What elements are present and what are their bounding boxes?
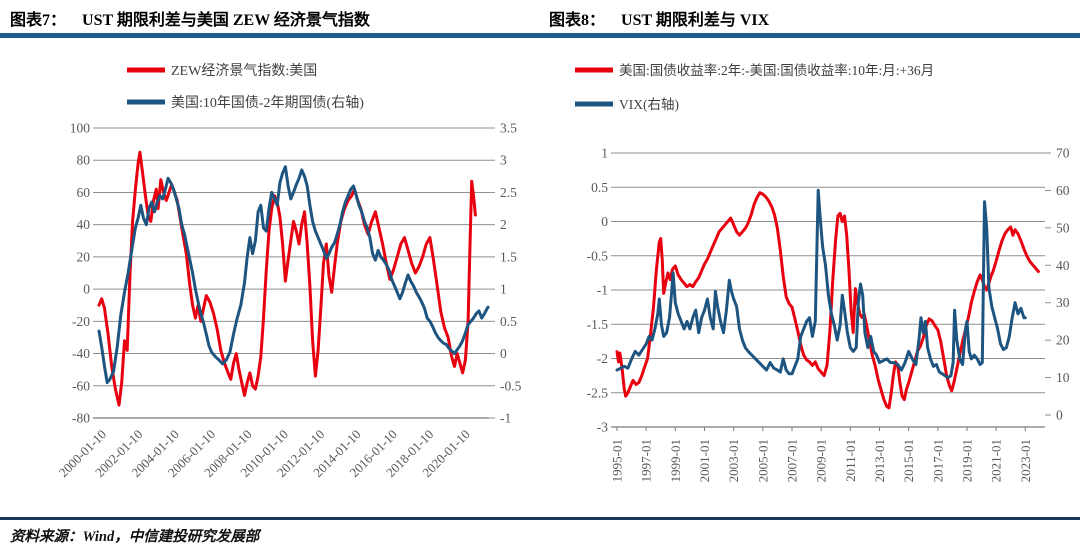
x-axis-tick-label: 2011-01 [843, 439, 858, 482]
right-axis-tick-label: 0.5 [500, 314, 517, 329]
x-axis-tick-label: 2017-01 [930, 439, 945, 482]
x-axis-tick-label: 2015-01 [901, 439, 916, 482]
left-axis-tick-label: 1 [601, 146, 608, 161]
right-axis-tick-label: 20 [1056, 333, 1070, 348]
left-axis-tick-label: 0 [83, 282, 90, 297]
zew-term-spread-chart: 100 80 60 40 20 0 -20 -40 -60 -80 3.5 3 2.5 2 1.5 1 0.5 0… [56, 63, 522, 480]
x-axis-tick-label: 1997-01 [639, 439, 654, 482]
legend-label: 美国:10年国债-2年期国债(右轴) [171, 95, 364, 111]
x-axis-tick-label: 2023-01 [1018, 439, 1033, 482]
right-axis-tick-label: 10 [1056, 370, 1070, 385]
left-axis-tick-label: -0.5 [587, 248, 609, 263]
left-axis-tick-label: 60 [77, 185, 91, 200]
right-axis-tick-label: 0 [500, 346, 507, 361]
left-axis-tick-label: 20 [77, 249, 91, 264]
left-axis-tick-label: -1.5 [587, 317, 609, 332]
right-axis-tick-label: -1 [500, 411, 511, 426]
right-axis-tick-label: 60 [1056, 183, 1070, 198]
left-axis-tick-label: -40 [72, 346, 90, 361]
header-rule [0, 33, 1080, 38]
left-axis-tick-label: 80 [77, 153, 91, 168]
left-axis-tick-label: 100 [70, 121, 91, 136]
x-axis-tick-label: 2019-01 [959, 439, 974, 482]
x-axis-tick-label: 2001-01 [697, 439, 712, 482]
right-axis-tick-label: -0.5 [500, 378, 522, 393]
left-axis-tick-label: 0.5 [591, 180, 608, 195]
footer-rule [0, 517, 1080, 520]
right-axis-tick-label: 1.5 [500, 249, 517, 264]
right-axis-tick-label: 2 [500, 217, 507, 232]
right-axis-tick-label: 70 [1056, 146, 1070, 161]
figure8-label: 图表8： [549, 12, 606, 29]
figure7-header: 图表7： UST 期限利差与美国 ZEW 经济景气指数 [10, 6, 370, 30]
source-note: 资料来源：Wind，中信建投研究发展部 [10, 529, 260, 545]
left-axis-tick-label: 0 [601, 214, 608, 229]
right-axis-tick-label: 30 [1056, 295, 1070, 310]
legend-label: ZEW经济景气指数:美国 [171, 63, 317, 79]
figure7-label: 图表7： [10, 12, 67, 29]
x-axis-tick-label: 1995-01 [610, 439, 625, 482]
right-axis-tick-label: 1 [500, 282, 507, 297]
left-axis-tick-label: -20 [72, 314, 90, 329]
right-axis-tick-label: 2.5 [500, 185, 517, 200]
vix-term-spread-chart: 1 0.5 0 -0.5 -1 -1.5 -2 -2.5 -3 70 60 50 40 30 20 10 0 19… [575, 62, 1070, 482]
x-axis-tick-label: 2003-01 [726, 439, 741, 482]
x-axis-tick-label: 2013-01 [872, 439, 887, 482]
left-axis-tick-label: -2 [597, 351, 608, 366]
left-axis-tick-label: 40 [77, 217, 91, 232]
left-axis-tick-label: -60 [72, 378, 90, 393]
right-axis-tick-label: 40 [1056, 258, 1070, 273]
x-axis-tick-label: 2005-01 [755, 439, 770, 482]
left-axis-tick-label: -2.5 [587, 385, 609, 400]
series-line-red [97, 150, 477, 407]
series-line-blue [615, 188, 1027, 380]
right-axis-tick-label: 3 [500, 153, 507, 168]
figure7-title: UST 期限利差与美国 ZEW 经济景气指数 [82, 12, 370, 29]
x-axis-tick-label: 2009-01 [814, 439, 829, 482]
x-axis-tick-label: 2007-01 [784, 439, 799, 482]
legend-label: 美国:国债收益率:2年:-美国:国债收益率:10年:月:+36月 [619, 62, 934, 78]
right-axis-tick-label: 50 [1056, 220, 1070, 235]
left-axis-tick-label: -1 [597, 283, 608, 298]
figure8-title: UST 期限利差与 VIX [621, 12, 770, 29]
series-line-blue [97, 165, 490, 385]
right-axis-tick-label: 0 [1056, 408, 1063, 423]
x-axis-tick-label: 2021-01 [989, 439, 1004, 482]
left-axis-tick-label: -80 [72, 411, 90, 426]
figure8-header: 图表8： UST 期限利差与 VIX [549, 6, 769, 30]
x-axis-tick-label: 1999-01 [668, 439, 683, 482]
legend-label: VIX(右轴) [619, 97, 679, 112]
left-axis-tick-label: -3 [597, 420, 608, 435]
right-axis-tick-label: 3.5 [500, 121, 517, 136]
